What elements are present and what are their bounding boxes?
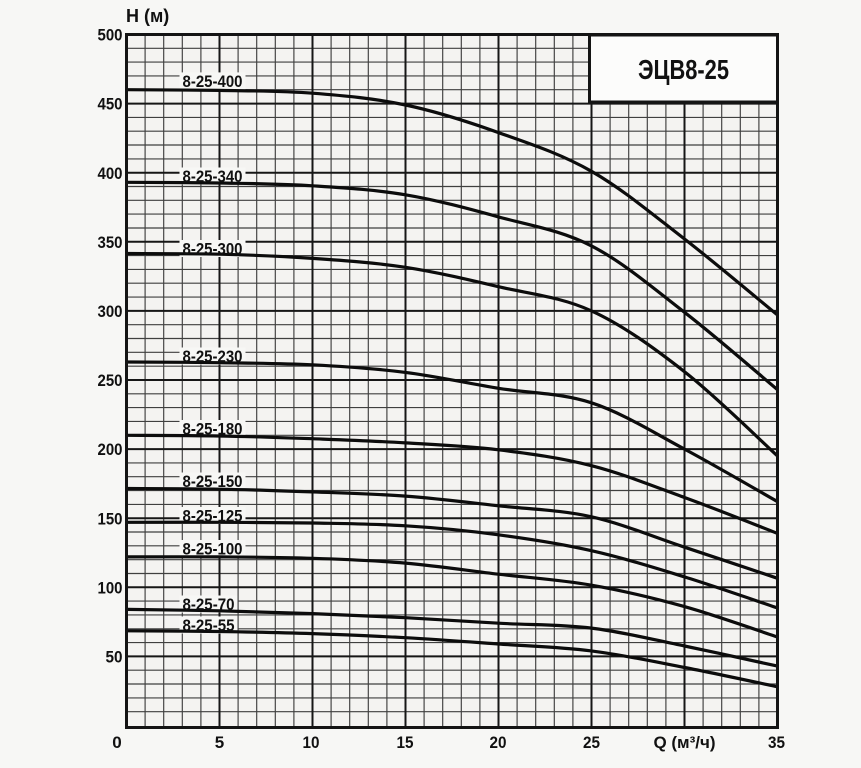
svg-text:500: 500 — [98, 26, 123, 45]
svg-text:25: 25 — [583, 733, 600, 752]
svg-text:10: 10 — [303, 733, 320, 752]
svg-text:8-25-70: 8-25-70 — [183, 595, 235, 614]
svg-text:8-25-340: 8-25-340 — [183, 167, 243, 186]
svg-text:8-25-300: 8-25-300 — [183, 240, 243, 259]
svg-text:100: 100 — [98, 578, 123, 597]
svg-text:0: 0 — [112, 733, 121, 752]
svg-text:35: 35 — [768, 733, 785, 752]
svg-text:8-25-100: 8-25-100 — [183, 540, 243, 559]
svg-text:15: 15 — [397, 733, 414, 752]
svg-text:20: 20 — [490, 733, 507, 752]
svg-text:200: 200 — [98, 440, 123, 459]
svg-text:8-25-55: 8-25-55 — [183, 616, 235, 635]
svg-text:H (м): H (м) — [126, 6, 169, 26]
svg-text:150: 150 — [98, 509, 123, 528]
svg-text:250: 250 — [98, 371, 123, 390]
svg-text:8-25-150: 8-25-150 — [183, 472, 243, 491]
svg-text:50: 50 — [106, 648, 123, 667]
svg-text:450: 450 — [98, 95, 123, 114]
svg-text:5: 5 — [215, 733, 224, 752]
svg-text:400: 400 — [98, 164, 123, 183]
svg-text:350: 350 — [98, 233, 123, 252]
svg-text:8-25-125: 8-25-125 — [183, 507, 243, 526]
svg-text:ЭЦВ8-25: ЭЦВ8-25 — [638, 54, 729, 85]
svg-text:8-25-400: 8-25-400 — [183, 72, 243, 91]
svg-text:8-25-180: 8-25-180 — [183, 420, 243, 439]
svg-text:Q (м³/ч): Q (м³/ч) — [653, 733, 715, 752]
svg-text:300: 300 — [98, 302, 123, 321]
svg-text:8-25-230: 8-25-230 — [183, 347, 243, 366]
